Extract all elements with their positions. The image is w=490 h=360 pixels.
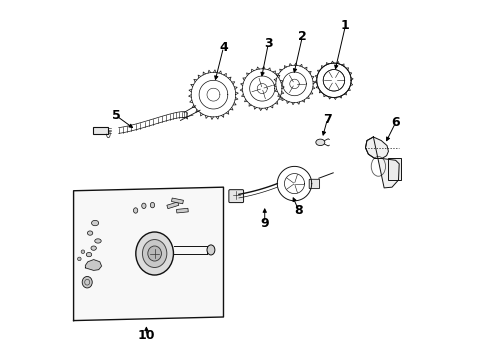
Polygon shape [366, 137, 389, 158]
Polygon shape [74, 187, 223, 320]
Text: 9: 9 [260, 216, 269, 230]
Ellipse shape [150, 202, 155, 208]
Polygon shape [85, 260, 101, 270]
Ellipse shape [207, 245, 215, 255]
Ellipse shape [82, 276, 92, 288]
Text: 3: 3 [264, 37, 272, 50]
FancyBboxPatch shape [229, 190, 244, 203]
Ellipse shape [77, 257, 81, 261]
Text: 1: 1 [341, 19, 350, 32]
Ellipse shape [148, 246, 161, 261]
Ellipse shape [92, 220, 98, 226]
Ellipse shape [143, 239, 167, 267]
Ellipse shape [316, 139, 325, 145]
Ellipse shape [95, 239, 101, 243]
FancyBboxPatch shape [309, 179, 319, 189]
Bar [172, 198, 183, 204]
Ellipse shape [87, 231, 93, 235]
Text: 8: 8 [294, 204, 303, 217]
Text: 7: 7 [323, 113, 332, 126]
Ellipse shape [136, 232, 173, 275]
Ellipse shape [133, 208, 138, 213]
Ellipse shape [81, 250, 85, 253]
FancyBboxPatch shape [93, 127, 108, 134]
Ellipse shape [91, 246, 97, 250]
Text: 2: 2 [298, 30, 307, 43]
Ellipse shape [86, 252, 92, 257]
Text: 5: 5 [112, 109, 120, 122]
Bar [167, 202, 179, 209]
Text: 4: 4 [219, 41, 228, 54]
Bar [176, 208, 188, 213]
Text: 6: 6 [392, 116, 400, 129]
Polygon shape [366, 137, 399, 188]
Text: 10: 10 [138, 329, 155, 342]
Ellipse shape [142, 203, 146, 208]
FancyBboxPatch shape [389, 158, 401, 180]
